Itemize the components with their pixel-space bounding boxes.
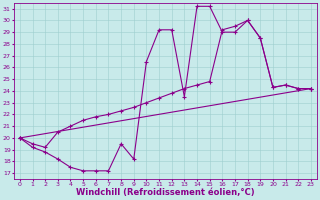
X-axis label: Windchill (Refroidissement éolien,°C): Windchill (Refroidissement éolien,°C) [76,188,255,197]
